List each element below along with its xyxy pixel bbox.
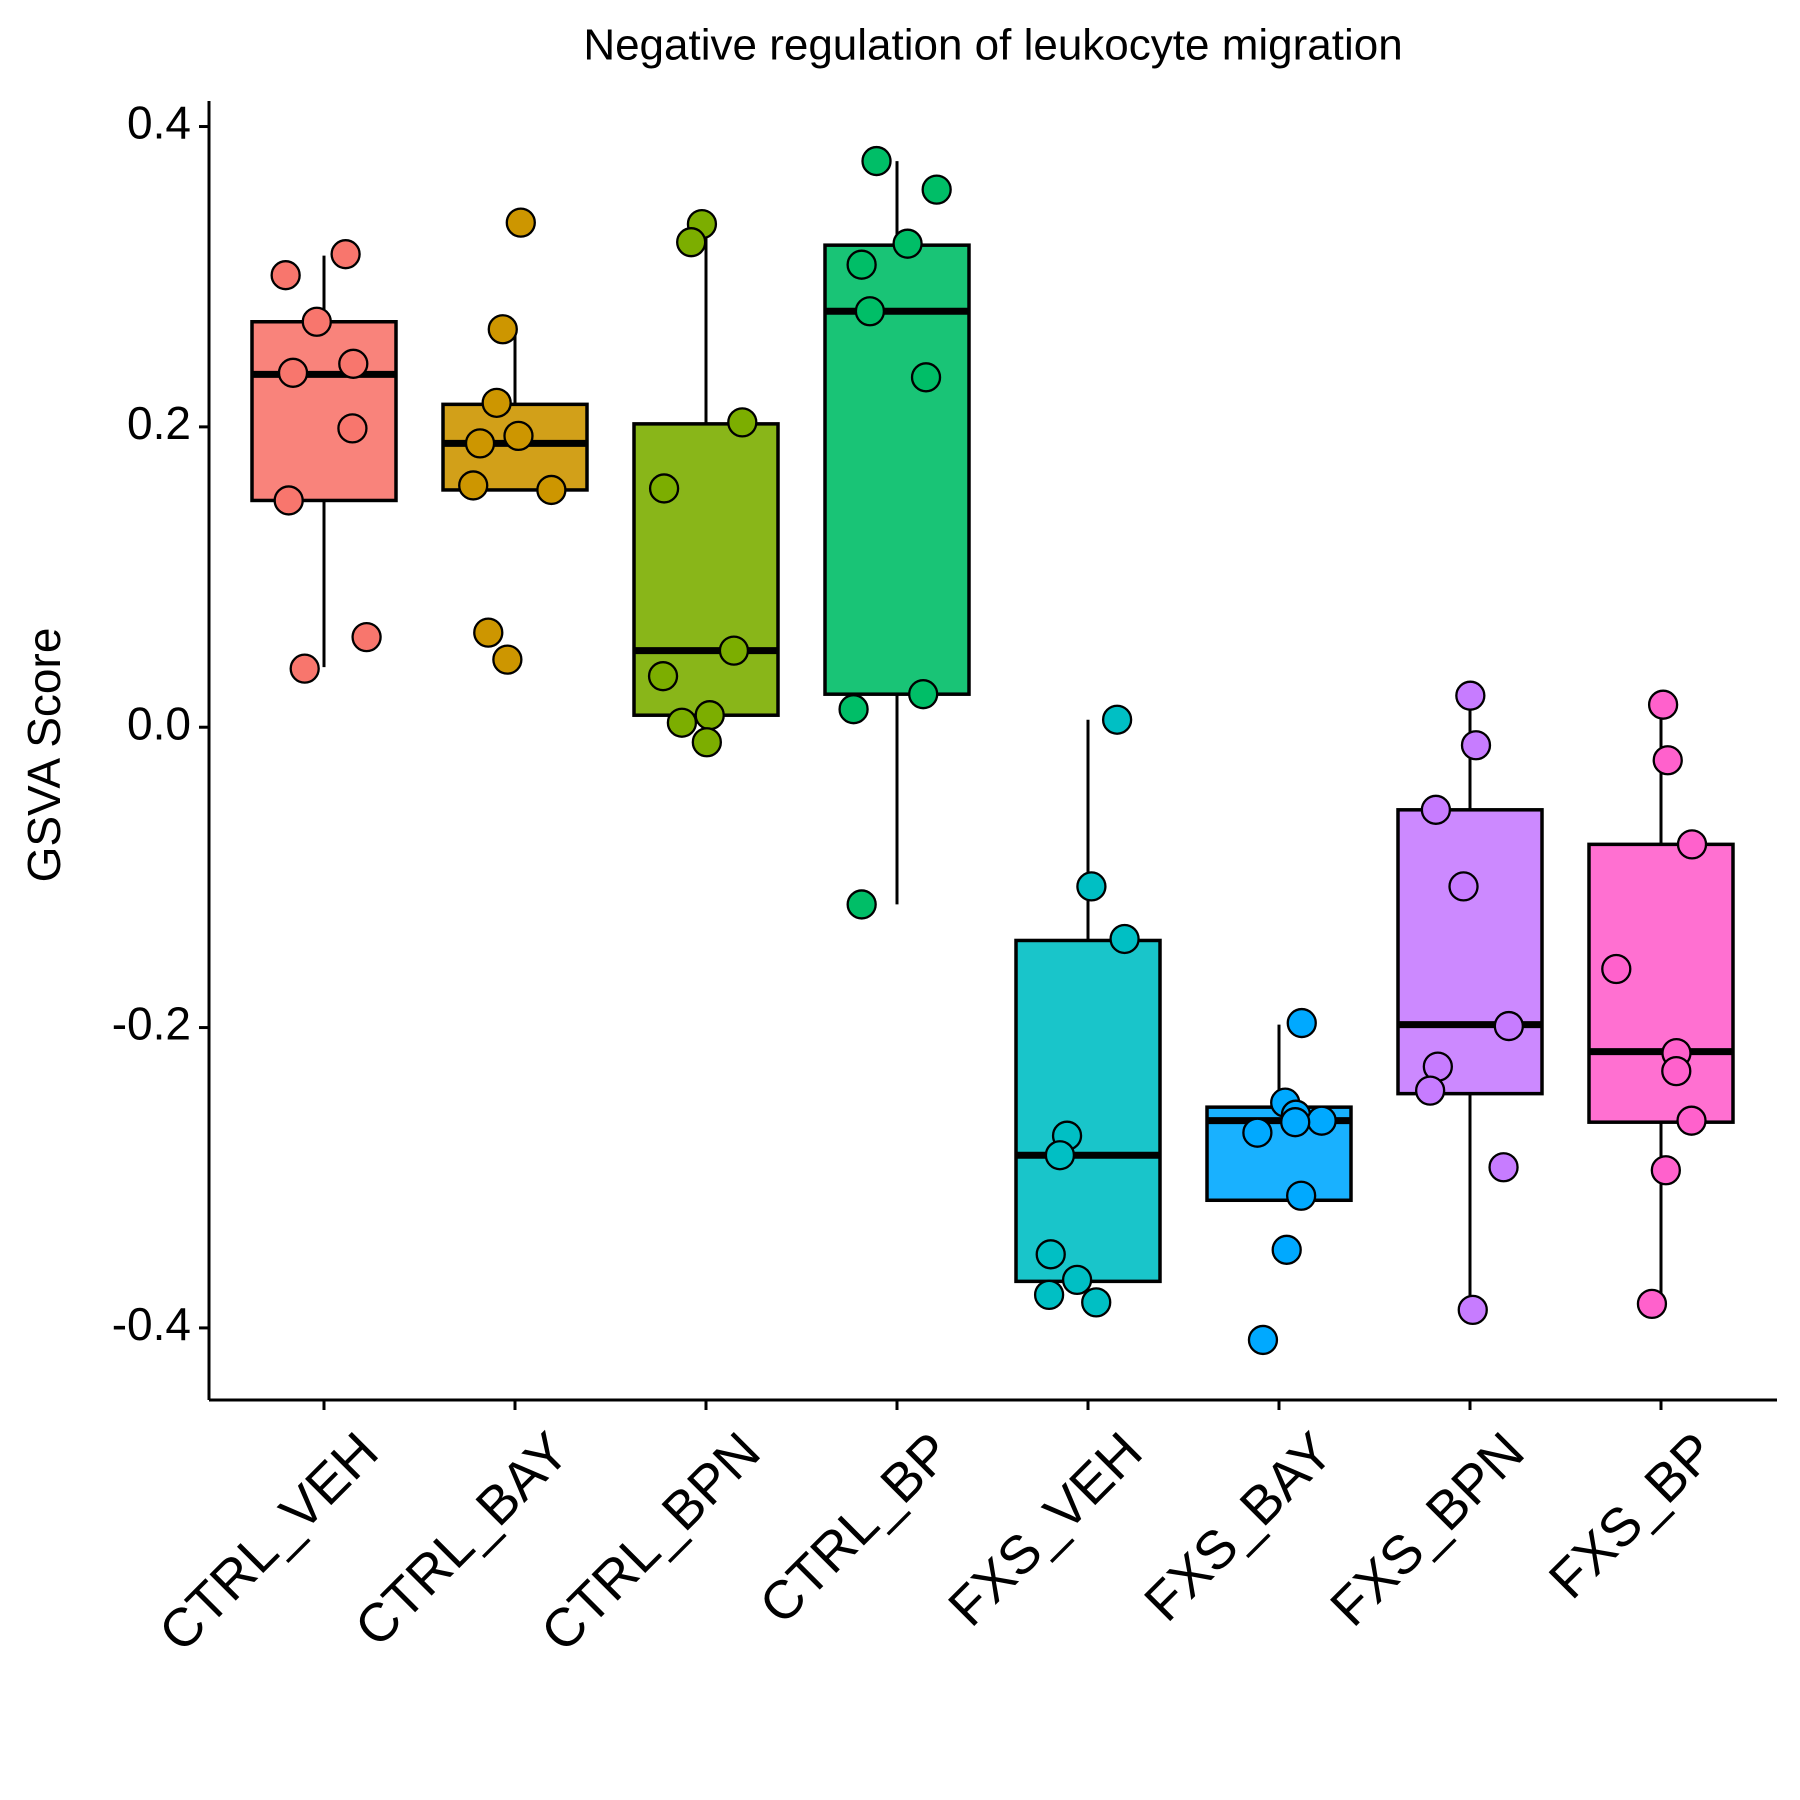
box bbox=[823, 243, 971, 696]
data-point bbox=[289, 653, 320, 684]
data-point bbox=[1460, 730, 1492, 761]
data-point bbox=[666, 707, 698, 738]
data-point bbox=[861, 145, 892, 177]
data-point bbox=[1488, 1152, 1519, 1183]
data-point bbox=[1286, 1007, 1317, 1039]
data-point bbox=[838, 694, 869, 725]
box-group bbox=[250, 239, 398, 684]
x-tick-label: FXS_BPN bbox=[1319, 1421, 1535, 1637]
data-point bbox=[1448, 871, 1479, 902]
x-tick-label: CTRL_BP bbox=[748, 1421, 962, 1635]
box bbox=[250, 320, 398, 503]
data-point bbox=[338, 348, 369, 379]
data-point bbox=[676, 227, 707, 258]
data-point bbox=[1242, 1117, 1273, 1148]
data-point bbox=[1493, 1010, 1524, 1042]
data-point bbox=[337, 413, 368, 444]
data-point bbox=[330, 239, 361, 270]
data-point bbox=[1650, 1155, 1681, 1186]
y-tick-label: 0.4 bbox=[127, 97, 191, 149]
x-tick-label: FXS_BP bbox=[1538, 1421, 1727, 1610]
data-point bbox=[492, 644, 523, 675]
box bbox=[1587, 842, 1735, 1124]
data-point bbox=[1101, 704, 1133, 735]
data-point bbox=[464, 428, 496, 459]
data-point bbox=[301, 306, 332, 337]
box-group bbox=[441, 207, 589, 675]
data-point bbox=[505, 207, 536, 238]
data-point bbox=[1676, 1105, 1707, 1136]
data-point bbox=[1035, 1239, 1066, 1270]
data-point bbox=[691, 727, 722, 758]
data-point bbox=[1414, 1075, 1446, 1106]
y-tick-label: -0.4 bbox=[112, 1298, 191, 1350]
box-group bbox=[1587, 689, 1735, 1320]
data-point bbox=[1247, 1324, 1279, 1356]
data-point bbox=[473, 617, 504, 648]
box-group bbox=[632, 208, 780, 758]
y-tick-label: 0.0 bbox=[127, 697, 191, 749]
box-group bbox=[1205, 1007, 1353, 1356]
data-point bbox=[921, 174, 952, 205]
data-point bbox=[1420, 794, 1452, 825]
data-point bbox=[351, 621, 382, 653]
data-point bbox=[1455, 680, 1486, 711]
data-point bbox=[1271, 1234, 1302, 1265]
data-point bbox=[727, 407, 758, 438]
data-point bbox=[1044, 1140, 1076, 1171]
data-point bbox=[1661, 1055, 1692, 1087]
data-point bbox=[1636, 1288, 1668, 1320]
data-point bbox=[1286, 1180, 1317, 1211]
data-point bbox=[458, 470, 489, 501]
data-point bbox=[1033, 1279, 1065, 1311]
box bbox=[1396, 808, 1544, 1096]
data-point bbox=[694, 700, 725, 731]
data-point bbox=[908, 679, 939, 710]
data-point bbox=[648, 473, 680, 504]
data-point bbox=[487, 314, 518, 345]
data-point bbox=[846, 889, 877, 920]
data-point bbox=[892, 228, 923, 259]
data-point bbox=[846, 249, 877, 280]
data-point bbox=[1457, 1294, 1488, 1326]
x-tick-label: FXS_BAY bbox=[1133, 1421, 1345, 1633]
data-point bbox=[273, 485, 304, 516]
data-point bbox=[910, 362, 942, 393]
data-point bbox=[1306, 1105, 1337, 1136]
data-point bbox=[270, 260, 301, 291]
x-tick-label: FXS_VEH bbox=[937, 1421, 1153, 1637]
data-point bbox=[503, 420, 534, 452]
data-point bbox=[1081, 1287, 1112, 1318]
x-tick-label: CTRL_VEH bbox=[148, 1421, 390, 1663]
data-point bbox=[481, 387, 512, 418]
data-point bbox=[1676, 829, 1708, 860]
data-point bbox=[1652, 745, 1683, 776]
data-point bbox=[1647, 689, 1679, 720]
box bbox=[1014, 938, 1162, 1284]
y-axis-label: GSVA Score bbox=[18, 628, 70, 883]
data-point bbox=[854, 296, 886, 327]
data-point bbox=[1109, 923, 1140, 955]
box-group bbox=[1014, 704, 1162, 1318]
data-point bbox=[536, 474, 567, 506]
box-group bbox=[1396, 680, 1544, 1326]
y-tick-label: 0.2 bbox=[127, 397, 191, 449]
data-point bbox=[277, 357, 309, 388]
data-point bbox=[1061, 1264, 1093, 1296]
data-point bbox=[647, 661, 679, 692]
chart-title: Negative regulation of leukocyte migrati… bbox=[583, 21, 1402, 70]
y-tick-label: -0.2 bbox=[112, 998, 191, 1050]
data-point bbox=[1280, 1107, 1311, 1138]
box-group bbox=[823, 145, 971, 920]
data-point bbox=[1076, 871, 1107, 902]
data-point bbox=[1601, 953, 1632, 985]
data-point bbox=[718, 635, 750, 666]
